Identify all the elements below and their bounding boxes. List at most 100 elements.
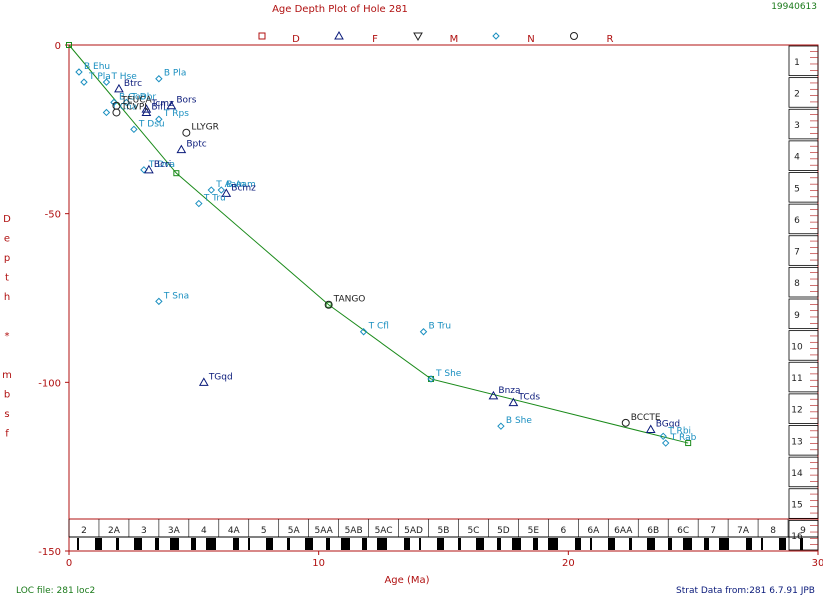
core-box (788, 393, 819, 424)
core-box (788, 77, 819, 108)
x-tick-label: 20 (562, 558, 575, 569)
event-label: B Tru (429, 322, 452, 332)
event-marker-diamond (659, 432, 667, 441)
core-label: 11 (791, 374, 802, 384)
epoch-label: 5E (528, 526, 540, 536)
event-label: T Rbi (667, 426, 691, 436)
event-marker-diamond (419, 328, 428, 336)
event-label: T Dva (148, 160, 175, 170)
polarity-bar (206, 538, 216, 550)
event-label: Btrc (124, 79, 142, 89)
core-box (788, 172, 819, 203)
polarity-bar (155, 538, 159, 550)
legend-triangle-marker (334, 30, 344, 40)
event-label: BCCTE (631, 413, 661, 423)
epoch-label: 3 (141, 526, 147, 536)
core-label: 10 (791, 342, 803, 352)
event-label: TEUCA (120, 96, 152, 106)
event-label: T Aam (215, 180, 245, 190)
event-label: T Dbr (130, 92, 156, 102)
event-marker-diamond (661, 439, 670, 447)
epoch-label: 2 (81, 526, 87, 536)
y-axis-label-char: * (5, 331, 10, 342)
event-label: Bifl (151, 102, 165, 112)
event-marker-diamond (217, 186, 226, 194)
chart-title: Age Depth Plot of Hole 281 (272, 4, 408, 15)
polarity-bar (419, 538, 421, 550)
event-marker-diamond (359, 328, 368, 336)
polarity-bar (95, 538, 102, 550)
event-label: T She (435, 369, 462, 379)
epoch-label: 6C (677, 526, 689, 536)
event-marker-triangle (114, 83, 124, 93)
core-label: 8 (794, 279, 800, 289)
core-box (788, 456, 819, 488)
epoch-label: 5B (438, 526, 450, 536)
event-marker-triangle (198, 377, 209, 386)
polarity-bar (590, 538, 592, 550)
core-box (788, 298, 819, 330)
event-label: T Pla (88, 72, 111, 82)
y-tick-label: -100 (38, 378, 61, 389)
epoch-label: 7A (737, 526, 750, 536)
core-box (788, 45, 819, 77)
y-tick-label: -50 (45, 210, 61, 221)
event-marker-circle (324, 300, 333, 309)
epoch-label: 5AD (404, 526, 423, 536)
y-tick-label: -150 (38, 547, 61, 558)
core-box (788, 519, 819, 551)
core-label: 4 (794, 153, 800, 163)
y-axis-label-char: b (4, 390, 10, 401)
core-label: 2 (794, 89, 800, 99)
polarity-bar (476, 538, 484, 550)
event-label: LLYGR (191, 123, 219, 133)
core-box (788, 488, 819, 519)
core-box (788, 140, 819, 171)
event-marker-diamond (80, 78, 88, 86)
polarity-bar (719, 538, 729, 550)
polarity-bar (512, 538, 521, 550)
y-axis-label-char: f (5, 429, 9, 440)
polarity-bar (629, 538, 632, 550)
event-marker-triangle (141, 104, 152, 113)
x-axis-label: Age (Ma) (384, 575, 429, 586)
event-marker-diamond (122, 98, 131, 107)
epoch-label: 5C (467, 526, 479, 536)
loc-polyline (68, 44, 689, 444)
core-label: 6 (794, 216, 800, 226)
event-label: TANGO (333, 295, 366, 305)
loc-tiepoint (173, 170, 180, 177)
event-label: Bcri (154, 160, 171, 170)
polarity-bar (761, 538, 763, 550)
event-marker-triangle (166, 100, 177, 110)
legend-letter: R (607, 34, 614, 45)
loc-tiepoint (685, 440, 692, 447)
polarity-bar (341, 538, 350, 550)
legend-letter: M (450, 34, 459, 45)
event-label: T Rps (163, 109, 189, 119)
core-box (788, 330, 819, 361)
event-label: BGqd (656, 420, 680, 430)
event-label: T Cna (110, 102, 137, 112)
polarity-bar (305, 538, 313, 550)
date-stamp: 19940613 (771, 2, 817, 12)
core-box (788, 108, 819, 140)
event-marker-diamond (102, 108, 111, 117)
polarity-bar (362, 538, 367, 550)
core-label: 13 (791, 437, 802, 447)
core-label: 7 (794, 248, 800, 258)
epoch-strip: 2 2A 3 3A 4 4A 5 5A 5AA 5AB 5AC 5AD 5B 5C 5D 5E 6 6A 6AA 6B… (68, 518, 819, 552)
core-label: 5 (794, 184, 800, 194)
y-tick-label: 0 (55, 41, 61, 52)
legend-letter: N (527, 34, 534, 45)
event-marker-diamond (75, 68, 83, 76)
event-marker-circle (182, 128, 191, 137)
epoch-label: 4A (228, 526, 241, 536)
epoch-label: 6AA (614, 526, 633, 536)
event-label: T Dsu (138, 119, 165, 129)
epoch-label: 9 (800, 526, 806, 536)
polarity-bar (248, 538, 250, 550)
epoch-label: 4 (201, 526, 207, 536)
event-marker-diamond (155, 75, 163, 83)
